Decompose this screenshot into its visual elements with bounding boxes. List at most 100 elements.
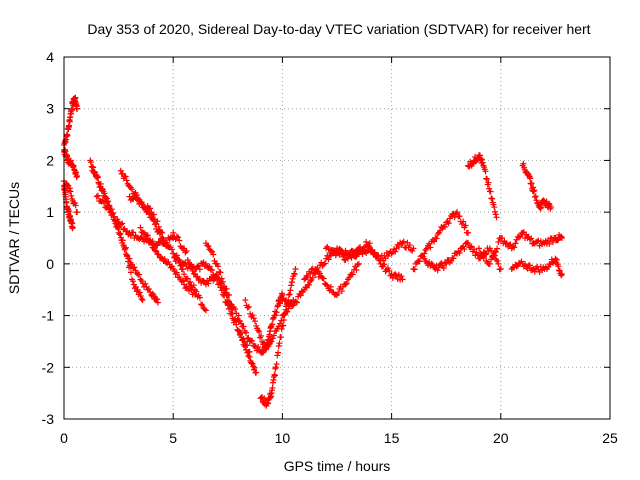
data-point xyxy=(99,185,106,192)
data-point xyxy=(159,235,166,241)
data-point xyxy=(131,264,138,271)
data-point xyxy=(137,292,144,299)
data-point xyxy=(516,234,522,241)
data-point xyxy=(280,316,287,323)
x-tick-label: 25 xyxy=(602,430,618,446)
data-point xyxy=(520,160,527,167)
y-tick-label: 1 xyxy=(46,204,54,220)
data-point xyxy=(492,211,499,218)
data-point xyxy=(553,256,560,263)
data-point xyxy=(251,318,258,325)
data-point xyxy=(532,193,539,200)
data-point xyxy=(136,271,143,278)
data-point xyxy=(443,260,450,267)
data-point xyxy=(548,203,555,210)
data-point xyxy=(517,233,524,240)
data-point xyxy=(125,258,132,265)
data-point xyxy=(238,334,245,341)
data-point xyxy=(307,270,314,277)
data-point xyxy=(147,205,154,212)
data-point xyxy=(251,364,258,371)
data-point xyxy=(235,328,242,335)
data-point xyxy=(119,237,126,244)
data-point xyxy=(249,337,256,344)
data-point xyxy=(301,276,308,283)
data-point xyxy=(255,343,262,350)
data-point xyxy=(269,384,276,391)
data-point xyxy=(273,309,280,316)
data-point xyxy=(274,352,281,359)
data-point xyxy=(278,325,285,332)
data-point xyxy=(67,188,74,195)
data-point xyxy=(118,221,125,228)
data-point xyxy=(289,275,296,282)
data-point xyxy=(204,242,211,249)
data-point xyxy=(199,302,206,309)
data-point xyxy=(511,244,518,251)
data-point xyxy=(172,253,179,260)
data-point xyxy=(276,300,283,307)
data-point xyxy=(434,267,441,274)
data-point xyxy=(483,176,490,183)
data-point xyxy=(223,285,230,292)
data-point xyxy=(276,340,283,347)
data-point xyxy=(270,332,277,339)
data-point xyxy=(176,237,183,244)
data-point xyxy=(285,291,292,298)
data-point xyxy=(235,312,242,319)
data-point xyxy=(168,263,175,270)
data-point xyxy=(110,213,117,220)
data-point xyxy=(229,310,236,317)
data-point xyxy=(236,331,243,338)
data-point xyxy=(150,217,157,224)
data-point xyxy=(168,246,175,253)
data-point xyxy=(137,224,144,231)
data-point xyxy=(130,229,137,236)
data-point xyxy=(317,270,324,277)
data-point xyxy=(485,179,492,186)
data-point xyxy=(215,275,222,282)
data-point xyxy=(207,266,214,273)
data-point xyxy=(411,266,418,273)
data-point xyxy=(245,353,252,360)
y-tick-label: 0 xyxy=(46,256,54,272)
data-point xyxy=(139,297,146,304)
data-point xyxy=(217,279,224,286)
data-point xyxy=(555,263,562,270)
data-point xyxy=(69,106,76,113)
data-point xyxy=(482,168,489,175)
data-point xyxy=(74,172,81,179)
data-point xyxy=(239,337,246,344)
data-point xyxy=(114,216,121,223)
data-point xyxy=(202,260,209,267)
data-point xyxy=(398,273,405,280)
data-point xyxy=(150,292,157,299)
data-point xyxy=(307,278,314,285)
x-tick-label: 10 xyxy=(275,430,291,446)
data-point xyxy=(275,349,282,356)
data-point xyxy=(445,220,452,227)
data-point xyxy=(493,214,500,221)
data-point xyxy=(242,297,249,304)
data-point xyxy=(490,252,497,259)
data-point xyxy=(122,245,129,252)
data-point xyxy=(325,256,332,263)
data-point xyxy=(509,243,516,250)
data-point xyxy=(240,323,247,330)
data-point xyxy=(320,275,327,282)
data-point xyxy=(530,188,537,195)
data-point xyxy=(399,276,406,283)
data-point xyxy=(173,233,180,240)
data-point xyxy=(343,280,350,287)
data-point xyxy=(93,193,100,200)
data-point xyxy=(109,210,116,217)
data-point xyxy=(370,250,377,257)
data-point xyxy=(340,253,347,260)
data-point xyxy=(546,240,553,247)
data-point xyxy=(147,239,154,246)
data-point xyxy=(156,230,163,237)
data-point xyxy=(190,282,197,289)
data-point xyxy=(427,244,434,251)
data-point xyxy=(129,278,136,285)
data-point xyxy=(87,159,94,166)
